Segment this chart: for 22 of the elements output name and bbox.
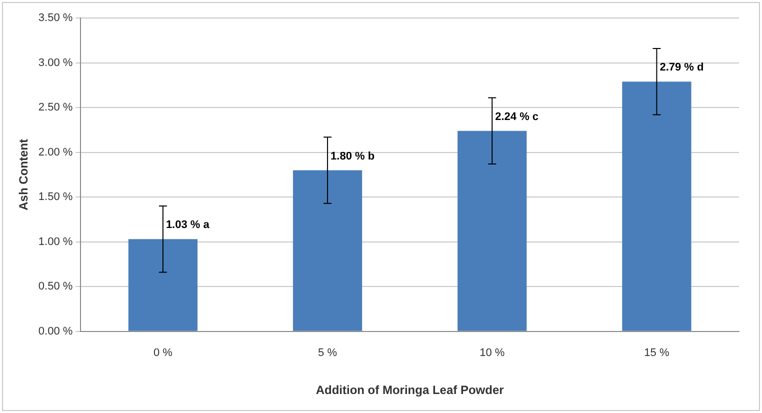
y-tick-label: 1.50 % — [38, 191, 73, 204]
bar — [622, 82, 692, 331]
y-axis-title: Ash Content — [16, 139, 31, 210]
y-tick-label: 0.50 % — [38, 280, 73, 293]
x-axis-title: Addition of Moringa Leaf Powder — [316, 383, 504, 398]
x-tick-label: 0 % — [153, 347, 173, 360]
data-label: 2.79 % d — [660, 62, 704, 74]
y-tick-label: 3.00 % — [38, 56, 73, 69]
y-tick-label: 2.00 % — [38, 146, 73, 158]
x-tick-label: 5 % — [318, 347, 338, 360]
y-tick-label: 0.00 % — [38, 325, 73, 338]
x-tick-label: 10 % — [480, 347, 505, 360]
data-label: 1.03 % a — [166, 219, 210, 232]
bar — [128, 239, 198, 331]
y-tick-label: 2.50 % — [38, 102, 73, 114]
data-label: 2.24 % c — [495, 110, 539, 123]
y-tick-label: 3.50 % — [38, 12, 73, 24]
data-label: 1.80 % b — [330, 150, 375, 162]
bar — [458, 130, 527, 331]
x-tick-label: 15 % — [644, 347, 670, 360]
y-tick-label: 1.00 % — [38, 236, 73, 248]
bar — [292, 170, 362, 331]
